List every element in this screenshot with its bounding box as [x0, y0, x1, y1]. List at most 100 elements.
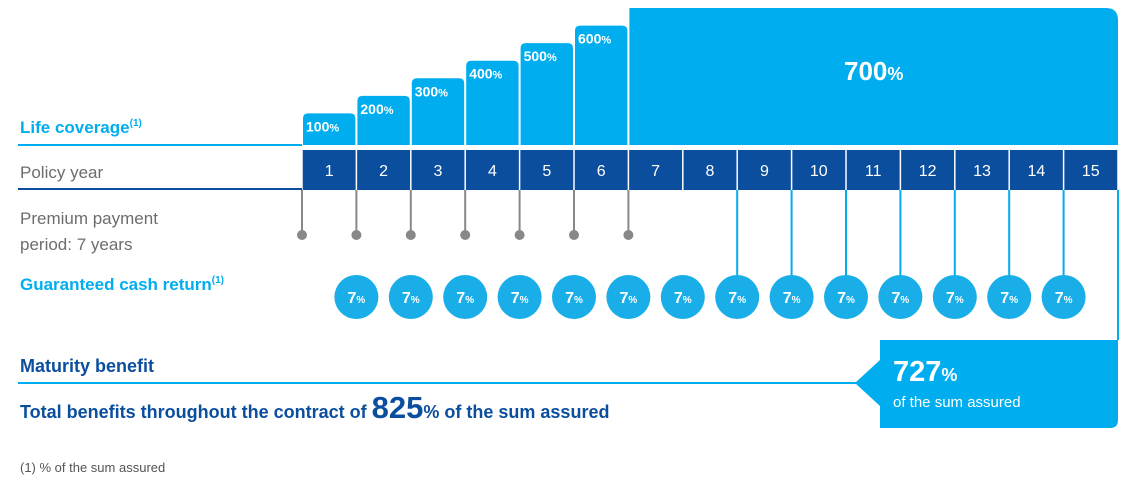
- unit: %: [887, 64, 903, 84]
- year-label: 3: [434, 163, 443, 180]
- year-cell: [520, 150, 574, 190]
- maturity-caption: of the sum assured: [893, 394, 1021, 411]
- year-label: 9: [760, 163, 769, 180]
- year-cell: [357, 150, 411, 190]
- cash-label: 7%: [783, 290, 801, 307]
- year-label: 7: [651, 163, 660, 180]
- cash-label: 7%: [1000, 290, 1018, 307]
- year-cell: [1009, 150, 1063, 190]
- cash-label: 7%: [402, 290, 420, 307]
- note-ref: (1): [212, 275, 224, 286]
- unit: %: [465, 295, 474, 306]
- cash-label: 7%: [619, 290, 637, 307]
- total-unit: %: [423, 402, 439, 422]
- coverage-step: [411, 78, 465, 145]
- cash-label: 7%: [347, 290, 365, 307]
- unit: %: [941, 365, 957, 385]
- unit: %: [574, 295, 583, 306]
- year-label: 10: [810, 163, 828, 180]
- unit: %: [1064, 295, 1073, 306]
- unit: %: [955, 295, 964, 306]
- cash-label: 7%: [728, 290, 746, 307]
- year-label: 2: [379, 163, 388, 180]
- policy-year-label: Policy year: [20, 163, 103, 182]
- life-coverage-label: Life coverage(1): [20, 118, 142, 137]
- year-label: 5: [542, 163, 551, 180]
- value: 7: [1055, 290, 1064, 307]
- value: 7: [347, 290, 356, 307]
- value: 7: [456, 290, 465, 307]
- year-label: 6: [597, 163, 606, 180]
- cash-label: 7%: [891, 290, 909, 307]
- unit: %: [1009, 295, 1018, 306]
- year-cell: [465, 150, 519, 190]
- year-cell: [302, 150, 356, 190]
- cash-circle: [443, 275, 488, 319]
- year-cell: [411, 150, 465, 190]
- premium-label: period: 7 years: [20, 235, 132, 254]
- year-cell: [792, 150, 846, 190]
- year-cell: [683, 150, 737, 190]
- cash-circle: [987, 275, 1032, 319]
- unit: %: [384, 105, 394, 117]
- value: 7: [674, 290, 683, 307]
- unit: %: [438, 87, 448, 99]
- year-cell: [1064, 150, 1118, 190]
- unit: %: [737, 295, 746, 306]
- value: 7: [619, 290, 628, 307]
- total-suffix: of the sum assured: [439, 402, 609, 422]
- coverage-label: 600%: [578, 31, 611, 47]
- year-label: 12: [919, 163, 937, 180]
- value: 7: [783, 290, 792, 307]
- value: 600: [578, 31, 602, 47]
- unit: %: [846, 295, 855, 306]
- cash-circle: [769, 275, 814, 319]
- maturity-box: [855, 340, 1118, 428]
- year-cell: [955, 150, 1009, 190]
- cash-circle: [715, 275, 760, 319]
- cash-label: 7%: [674, 290, 692, 307]
- unit: %: [411, 295, 420, 306]
- cash-return-label: Guaranteed cash return(1): [20, 275, 224, 294]
- cash-circle: [1041, 275, 1086, 319]
- unit: %: [329, 122, 339, 134]
- premium-dot: [297, 230, 307, 240]
- unit: %: [900, 295, 909, 306]
- value: 7: [511, 290, 520, 307]
- year-label: 13: [973, 163, 991, 180]
- year-label: 1: [325, 163, 334, 180]
- year-label: 15: [1082, 163, 1100, 180]
- year-cell: [846, 150, 900, 190]
- unit: %: [520, 295, 529, 306]
- unit: %: [356, 295, 365, 306]
- maturity-label: Maturity benefit: [20, 356, 154, 376]
- cash-label: 7%: [511, 290, 529, 307]
- cash-circle: [388, 275, 433, 319]
- year-label: 14: [1028, 163, 1046, 180]
- value: 7: [402, 290, 411, 307]
- cash-circle: [932, 275, 977, 319]
- cash-circle: [606, 275, 651, 319]
- premium-dot: [623, 230, 634, 240]
- premium-label: Premium payment: [20, 209, 158, 228]
- coverage-step: [466, 60, 519, 145]
- value: 7: [891, 290, 900, 307]
- value: 7: [728, 290, 737, 307]
- unit: %: [493, 70, 503, 82]
- maturity-value: 727%: [893, 356, 957, 388]
- coverage-step: [303, 113, 356, 145]
- premium-dot: [405, 230, 416, 240]
- unit: %: [792, 295, 801, 306]
- coverage-step: [629, 8, 1118, 145]
- unit: %: [547, 52, 557, 64]
- total-benefits: Total benefits throughout the contract o…: [20, 390, 609, 425]
- value: 200: [360, 101, 384, 117]
- coverage-label: 400%: [469, 66, 502, 82]
- year-cell: [901, 150, 955, 190]
- coverage-step: [357, 95, 410, 145]
- cash-circle: [878, 275, 923, 319]
- value: 400: [469, 66, 493, 82]
- year-cell: [737, 150, 791, 190]
- cash-label: 7%: [456, 290, 474, 307]
